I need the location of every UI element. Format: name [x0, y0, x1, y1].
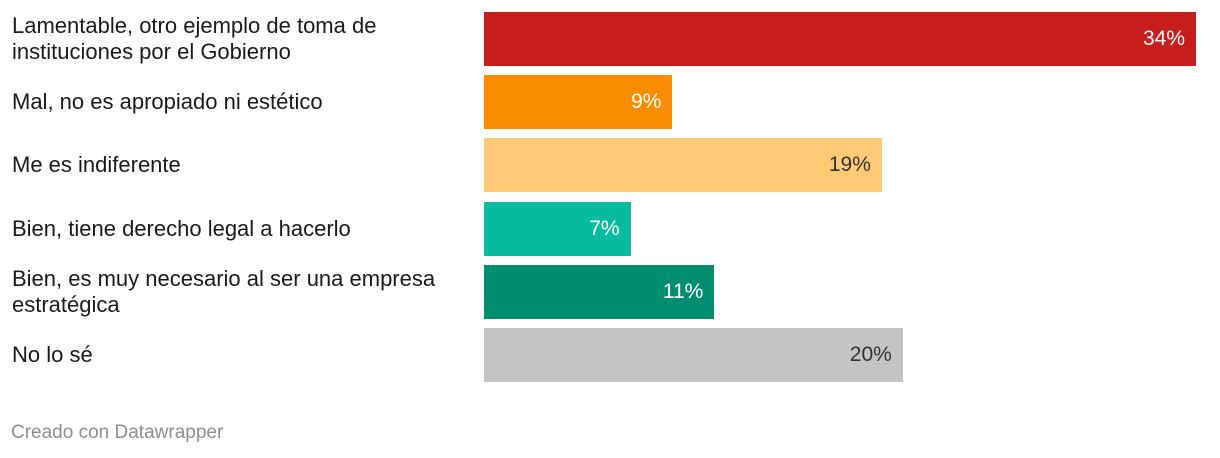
category-label: Bien, es muy necesario al ser una empres…: [12, 265, 474, 319]
bar-value-label: 20%: [849, 343, 892, 366]
bar: 20%: [484, 328, 903, 382]
bar-row: Mal, no es apropiado ni estético 9%: [0, 75, 1220, 130]
category-label: Lamentable, otro ejemplo de toma de inst…: [12, 12, 474, 66]
bar-value-label: 19%: [828, 153, 871, 177]
bar-value-label: 11%: [662, 279, 704, 303]
bar-row: Bien, tiene derecho legal a hacerlo 7%: [0, 201, 1220, 256]
category-label: Mal, no es apropiado ni estético: [12, 75, 474, 129]
bar-row: Lamentable, otro ejemplo de toma de inst…: [0, 12, 1220, 66]
bar: 7%: [484, 201, 631, 256]
category-label: No lo sé: [12, 328, 474, 382]
category-label-text: No lo sé: [12, 342, 93, 367]
bar: 11%: [484, 264, 715, 319]
bar: 34%: [484, 12, 1196, 66]
bar: 9%: [484, 75, 673, 130]
bar: 19%: [484, 138, 882, 193]
bar-row: Bien, es muy necesario al ser una empres…: [0, 264, 1220, 319]
category-label-text: Mal, no es apropiado ni estético: [12, 89, 323, 115]
category-label-text: Bien, es muy necesario al ser una empres…: [12, 265, 436, 317]
datawrapper-credit[interactable]: Creado con Datawrapper: [11, 422, 224, 443]
category-label-text: Me es indiferente: [12, 152, 181, 178]
bar-value-label: 9%: [631, 90, 662, 114]
bar-value-label: 7%: [589, 216, 620, 240]
category-label: Bien, tiene derecho legal a hacerlo: [12, 202, 474, 256]
bar-row: Me es indiferente 19%: [0, 138, 1220, 193]
bar-value-label: 34%: [1142, 27, 1185, 50]
bar-chart: Lamentable, otro ejemplo de toma de inst…: [0, 12, 1220, 382]
bar-row: No lo sé 20%: [0, 328, 1220, 382]
category-label-text: Lamentable, otro ejemplo de toma de inst…: [12, 13, 377, 64]
category-label-text: Bien, tiene derecho legal a hacerlo: [12, 215, 351, 241]
category-label: Me es indiferente: [12, 138, 474, 192]
